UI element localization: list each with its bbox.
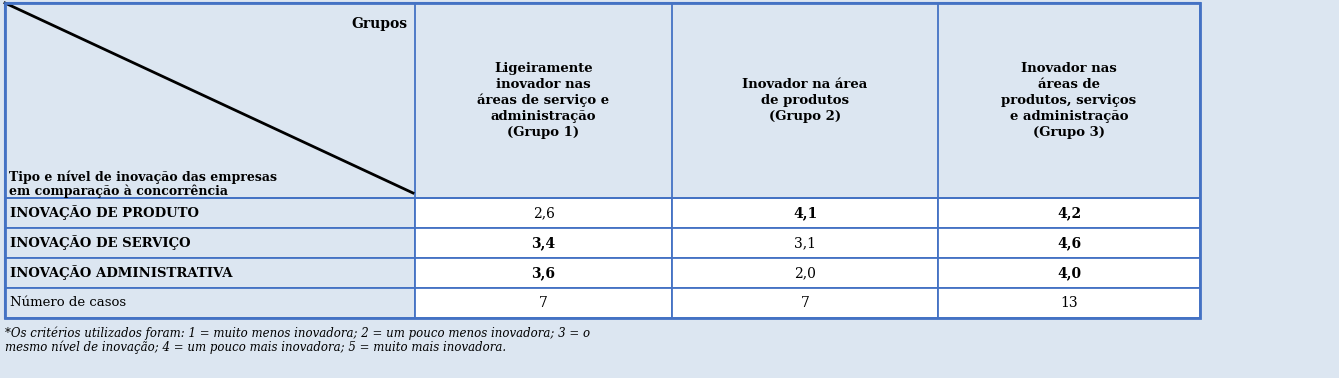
Text: 2,0: 2,0 <box>794 266 815 280</box>
Text: Tipo e nível de inovação das empresas: Tipo e nível de inovação das empresas <box>9 170 277 183</box>
Text: Número de casos: Número de casos <box>9 296 126 310</box>
Bar <box>415 198 672 228</box>
Bar <box>415 258 672 288</box>
Bar <box>5 288 415 318</box>
Bar <box>5 228 415 258</box>
Text: 3,6: 3,6 <box>532 266 556 280</box>
Bar <box>5 3 1200 318</box>
Bar <box>672 198 939 228</box>
Text: áreas de: áreas de <box>1038 78 1101 91</box>
Bar <box>672 228 939 258</box>
Text: *Os critérios utilizados foram: 1 = muito menos inovadora; 2 = um pouco menos in: *Os critérios utilizados foram: 1 = muit… <box>5 326 590 339</box>
Text: Inovador nas: Inovador nas <box>1022 62 1117 75</box>
Text: 7: 7 <box>540 296 548 310</box>
Text: mesmo nível de inovação; 4 = um pouco mais inovadora; 5 = muito mais inovadora.: mesmo nível de inovação; 4 = um pouco ma… <box>5 340 506 353</box>
Bar <box>672 288 939 318</box>
Text: 4,1: 4,1 <box>793 206 817 220</box>
Bar <box>939 288 1200 318</box>
Text: inovador nas: inovador nas <box>497 78 590 91</box>
Bar <box>5 258 415 288</box>
Bar <box>5 3 1200 318</box>
Text: administração: administração <box>491 110 596 123</box>
Text: 2,6: 2,6 <box>533 206 554 220</box>
Text: Grupos: Grupos <box>351 17 407 31</box>
Text: (Grupo 3): (Grupo 3) <box>1032 126 1105 139</box>
Text: INOVAÇÃO ADMINISTRATIVA: INOVAÇÃO ADMINISTRATIVA <box>9 266 233 280</box>
Text: (Grupo 1): (Grupo 1) <box>507 126 580 139</box>
Text: Inovador na área: Inovador na área <box>742 78 868 91</box>
Text: 7: 7 <box>801 296 810 310</box>
Text: 4,2: 4,2 <box>1056 206 1081 220</box>
Bar <box>415 228 672 258</box>
Bar <box>5 3 1200 198</box>
Text: INOVAÇÃO DE SERVIÇO: INOVAÇÃO DE SERVIÇO <box>9 235 190 251</box>
Bar <box>939 198 1200 228</box>
Bar <box>672 258 939 288</box>
Bar <box>5 198 415 228</box>
Text: 3,1: 3,1 <box>794 236 815 250</box>
Text: INOVAÇÃO DE PRODUTO: INOVAÇÃO DE PRODUTO <box>9 206 200 220</box>
Text: em comparação à concorrência: em comparação à concorrência <box>9 184 228 197</box>
Text: 13: 13 <box>1060 296 1078 310</box>
Text: 3,4: 3,4 <box>532 236 556 250</box>
Bar <box>939 228 1200 258</box>
Text: (Grupo 2): (Grupo 2) <box>769 110 841 123</box>
Text: produtos, serviços: produtos, serviços <box>1002 94 1137 107</box>
Bar <box>415 288 672 318</box>
Bar <box>939 258 1200 288</box>
Text: e administração: e administração <box>1010 110 1129 123</box>
Text: 4,6: 4,6 <box>1056 236 1081 250</box>
Text: áreas de serviço e: áreas de serviço e <box>478 94 609 107</box>
Text: Ligeiramente: Ligeiramente <box>494 62 593 75</box>
Text: de produtos: de produtos <box>761 94 849 107</box>
Text: 4,0: 4,0 <box>1056 266 1081 280</box>
